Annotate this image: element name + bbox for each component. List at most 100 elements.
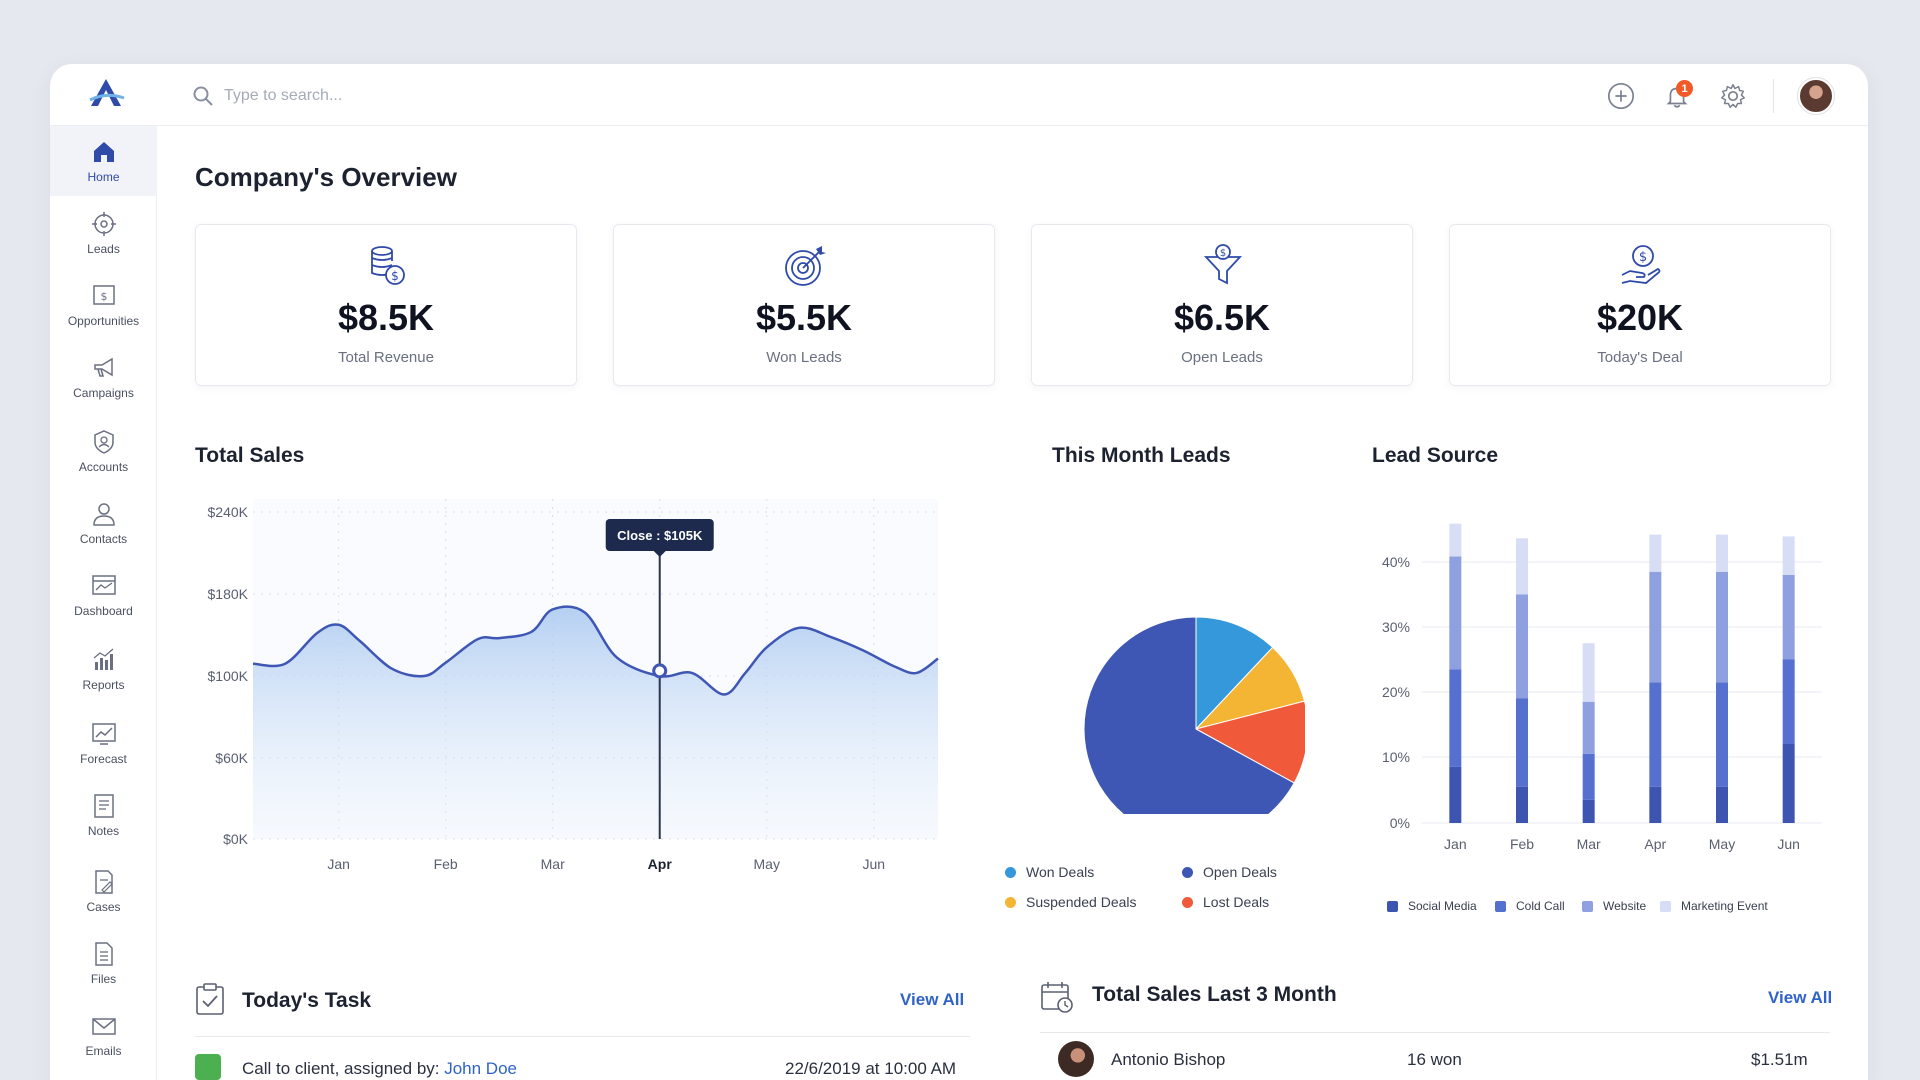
bar-chart-icon [93, 648, 113, 670]
tooltip-arrow [653, 551, 666, 557]
bar-segment-marketing-event [1582, 643, 1595, 702]
task-checkbox[interactable] [195, 1054, 221, 1080]
y-tick-label: $100K [208, 668, 249, 684]
sidebar-item-forecast[interactable]: Forecast [50, 708, 157, 778]
tooltip-label: Close : $105K [617, 528, 703, 543]
bar-segment-website [1649, 571, 1662, 683]
task-text: Call to client, assigned by: John Doe [242, 1059, 517, 1079]
bar-segment-marketing-event [1516, 538, 1528, 595]
todays-task-view-all-link[interactable]: View All [900, 990, 965, 1009]
user-avatar[interactable] [1798, 78, 1834, 114]
sidebar-item-campaigns[interactable]: Campaigns [50, 342, 157, 412]
sidebar-item-label: Reports [82, 678, 125, 692]
bar-segment-marketing-event [1782, 536, 1795, 575]
x-tick-label: May [754, 856, 780, 872]
task-divider [195, 1036, 970, 1037]
notification-badge: 1 [1676, 80, 1693, 97]
clipboard-check-icon [196, 983, 224, 1015]
bar-segment-social-media [1649, 786, 1662, 823]
home-icon [93, 142, 114, 162]
megaphone-icon [93, 357, 113, 377]
bar-segment-cold-call [1516, 698, 1528, 787]
bar-segment-website [1516, 594, 1528, 699]
this-month-leads-title: This Month Leads [1052, 444, 1231, 467]
bar-segment-marketing-event [1449, 523, 1462, 557]
y-tick-label: 0% [1390, 815, 1410, 831]
legend-swatch [1582, 900, 1593, 912]
legend-swatch [1387, 900, 1398, 912]
sidebar-item-opportunities[interactable]: $ Opportunities [50, 270, 157, 340]
svg-text:$: $ [1220, 248, 1226, 259]
y-tick-label: 10% [1382, 749, 1410, 765]
app-logo[interactable] [86, 76, 126, 112]
sidebar-item-accounts[interactable]: Accounts [50, 416, 157, 486]
sidebar-item-leads[interactable]: Leads [50, 198, 157, 268]
sidebar-item-label: Files [90, 972, 117, 986]
x-tick-label: May [1709, 836, 1735, 852]
sales-last-3-title: Total Sales Last 3 Month [1092, 983, 1337, 1006]
salesperson-amount: $1.51m [1751, 1050, 1808, 1069]
cases-icon [94, 870, 113, 894]
shield-icon [93, 430, 114, 454]
sidebar-item-emails[interactable]: Emails [50, 1000, 157, 1070]
stat-label: Today's Deal [1597, 349, 1683, 366]
notifications-button[interactable]: 1 [1661, 80, 1693, 112]
notes-icon [93, 794, 114, 818]
svg-text:$: $ [100, 290, 107, 303]
legend-swatch [1005, 896, 1016, 908]
pie-slice-won-deals [1195, 616, 1274, 731]
sidebar-item-reports[interactable]: Reports [50, 634, 157, 704]
sidebar-item-contacts[interactable]: Contacts [50, 488, 157, 558]
mail-icon [91, 1018, 116, 1035]
legend-label: Marketing Event [1681, 899, 1768, 913]
bar-segment-social-media [1516, 786, 1528, 823]
coins-icon: $ [371, 246, 405, 285]
stat-card-total-revenue: $ $8.5K Total Revenue [195, 224, 577, 386]
x-tick-label: Jun [1777, 836, 1800, 852]
sidebar-item-label: Cases [86, 900, 121, 914]
search-bar [192, 81, 792, 111]
sidebar-item-label: Emails [85, 1044, 122, 1058]
sidebar-item-home[interactable]: Home [50, 126, 157, 196]
sidebar-item-cases[interactable]: Cases [50, 856, 157, 926]
legend-swatch [1182, 866, 1193, 878]
dashboard-icon [91, 575, 116, 595]
legend-suspended-deals: Suspended Deals [1005, 894, 1137, 910]
lead-source-chart[interactable]: 0% 10% 20% 30% 40% 60% Jan Feb Mar Apr May Jun [1360, 494, 1840, 854]
sidebar-item-notes[interactable]: Notes [50, 780, 157, 850]
y-tick-label: $0K [223, 831, 249, 847]
sidebar-item-files[interactable]: Files [50, 928, 157, 998]
sidebar-item-dashboard[interactable]: Dashboard [50, 560, 157, 630]
this-month-leads-pie[interactable] [1035, 544, 1305, 814]
y-tick-label: 20% [1382, 684, 1410, 700]
legend-lost-deals: Lost Deals [1182, 894, 1269, 910]
stat-value: $8.5K [337, 297, 435, 338]
pie-slice-open-deals [1083, 616, 1295, 814]
task-assignee-link[interactable]: John Doe [444, 1059, 517, 1078]
legend-won-deals: Won Deals [1005, 864, 1094, 880]
sidebar-item-label: Campaigns [73, 386, 134, 400]
total-sales-chart[interactable]: $0K $60K $100K $180K $240K Jan Feb Mar Apr May Ju… [190, 494, 990, 894]
y-tick-label: 40% [1382, 554, 1410, 570]
stat-value: $20K [1596, 297, 1684, 338]
bar-segment-website [1449, 556, 1462, 670]
sales-last-3-view-all-link[interactable]: View All [1768, 988, 1833, 1007]
app-window: 1 Home Leads $ Opportunities Campaigns [50, 64, 1868, 1080]
sidebar-item-label: Notes [87, 824, 120, 838]
sales-area-fill [253, 606, 938, 839]
sidebar-item-label: Dashboard [74, 604, 133, 618]
bar-segment-marketing-event [1716, 534, 1728, 572]
avatar [1058, 1041, 1094, 1077]
sidebar-item-label: Home [87, 170, 120, 184]
sidebar-item-label: Contacts [79, 532, 128, 546]
person-icon [92, 503, 115, 526]
settings-button[interactable] [1717, 80, 1749, 112]
stat-card-open-leads: $ $6.5K Open Leads [1031, 224, 1413, 386]
sales-series-line [252, 605, 939, 696]
legend-label: Won Deals [1026, 864, 1095, 880]
add-button[interactable] [1605, 80, 1637, 112]
x-tick-label: Feb [1510, 836, 1534, 852]
x-tick-label: Apr [1644, 836, 1666, 852]
x-tick-label: Mar [541, 856, 565, 872]
search-input[interactable] [224, 87, 744, 105]
